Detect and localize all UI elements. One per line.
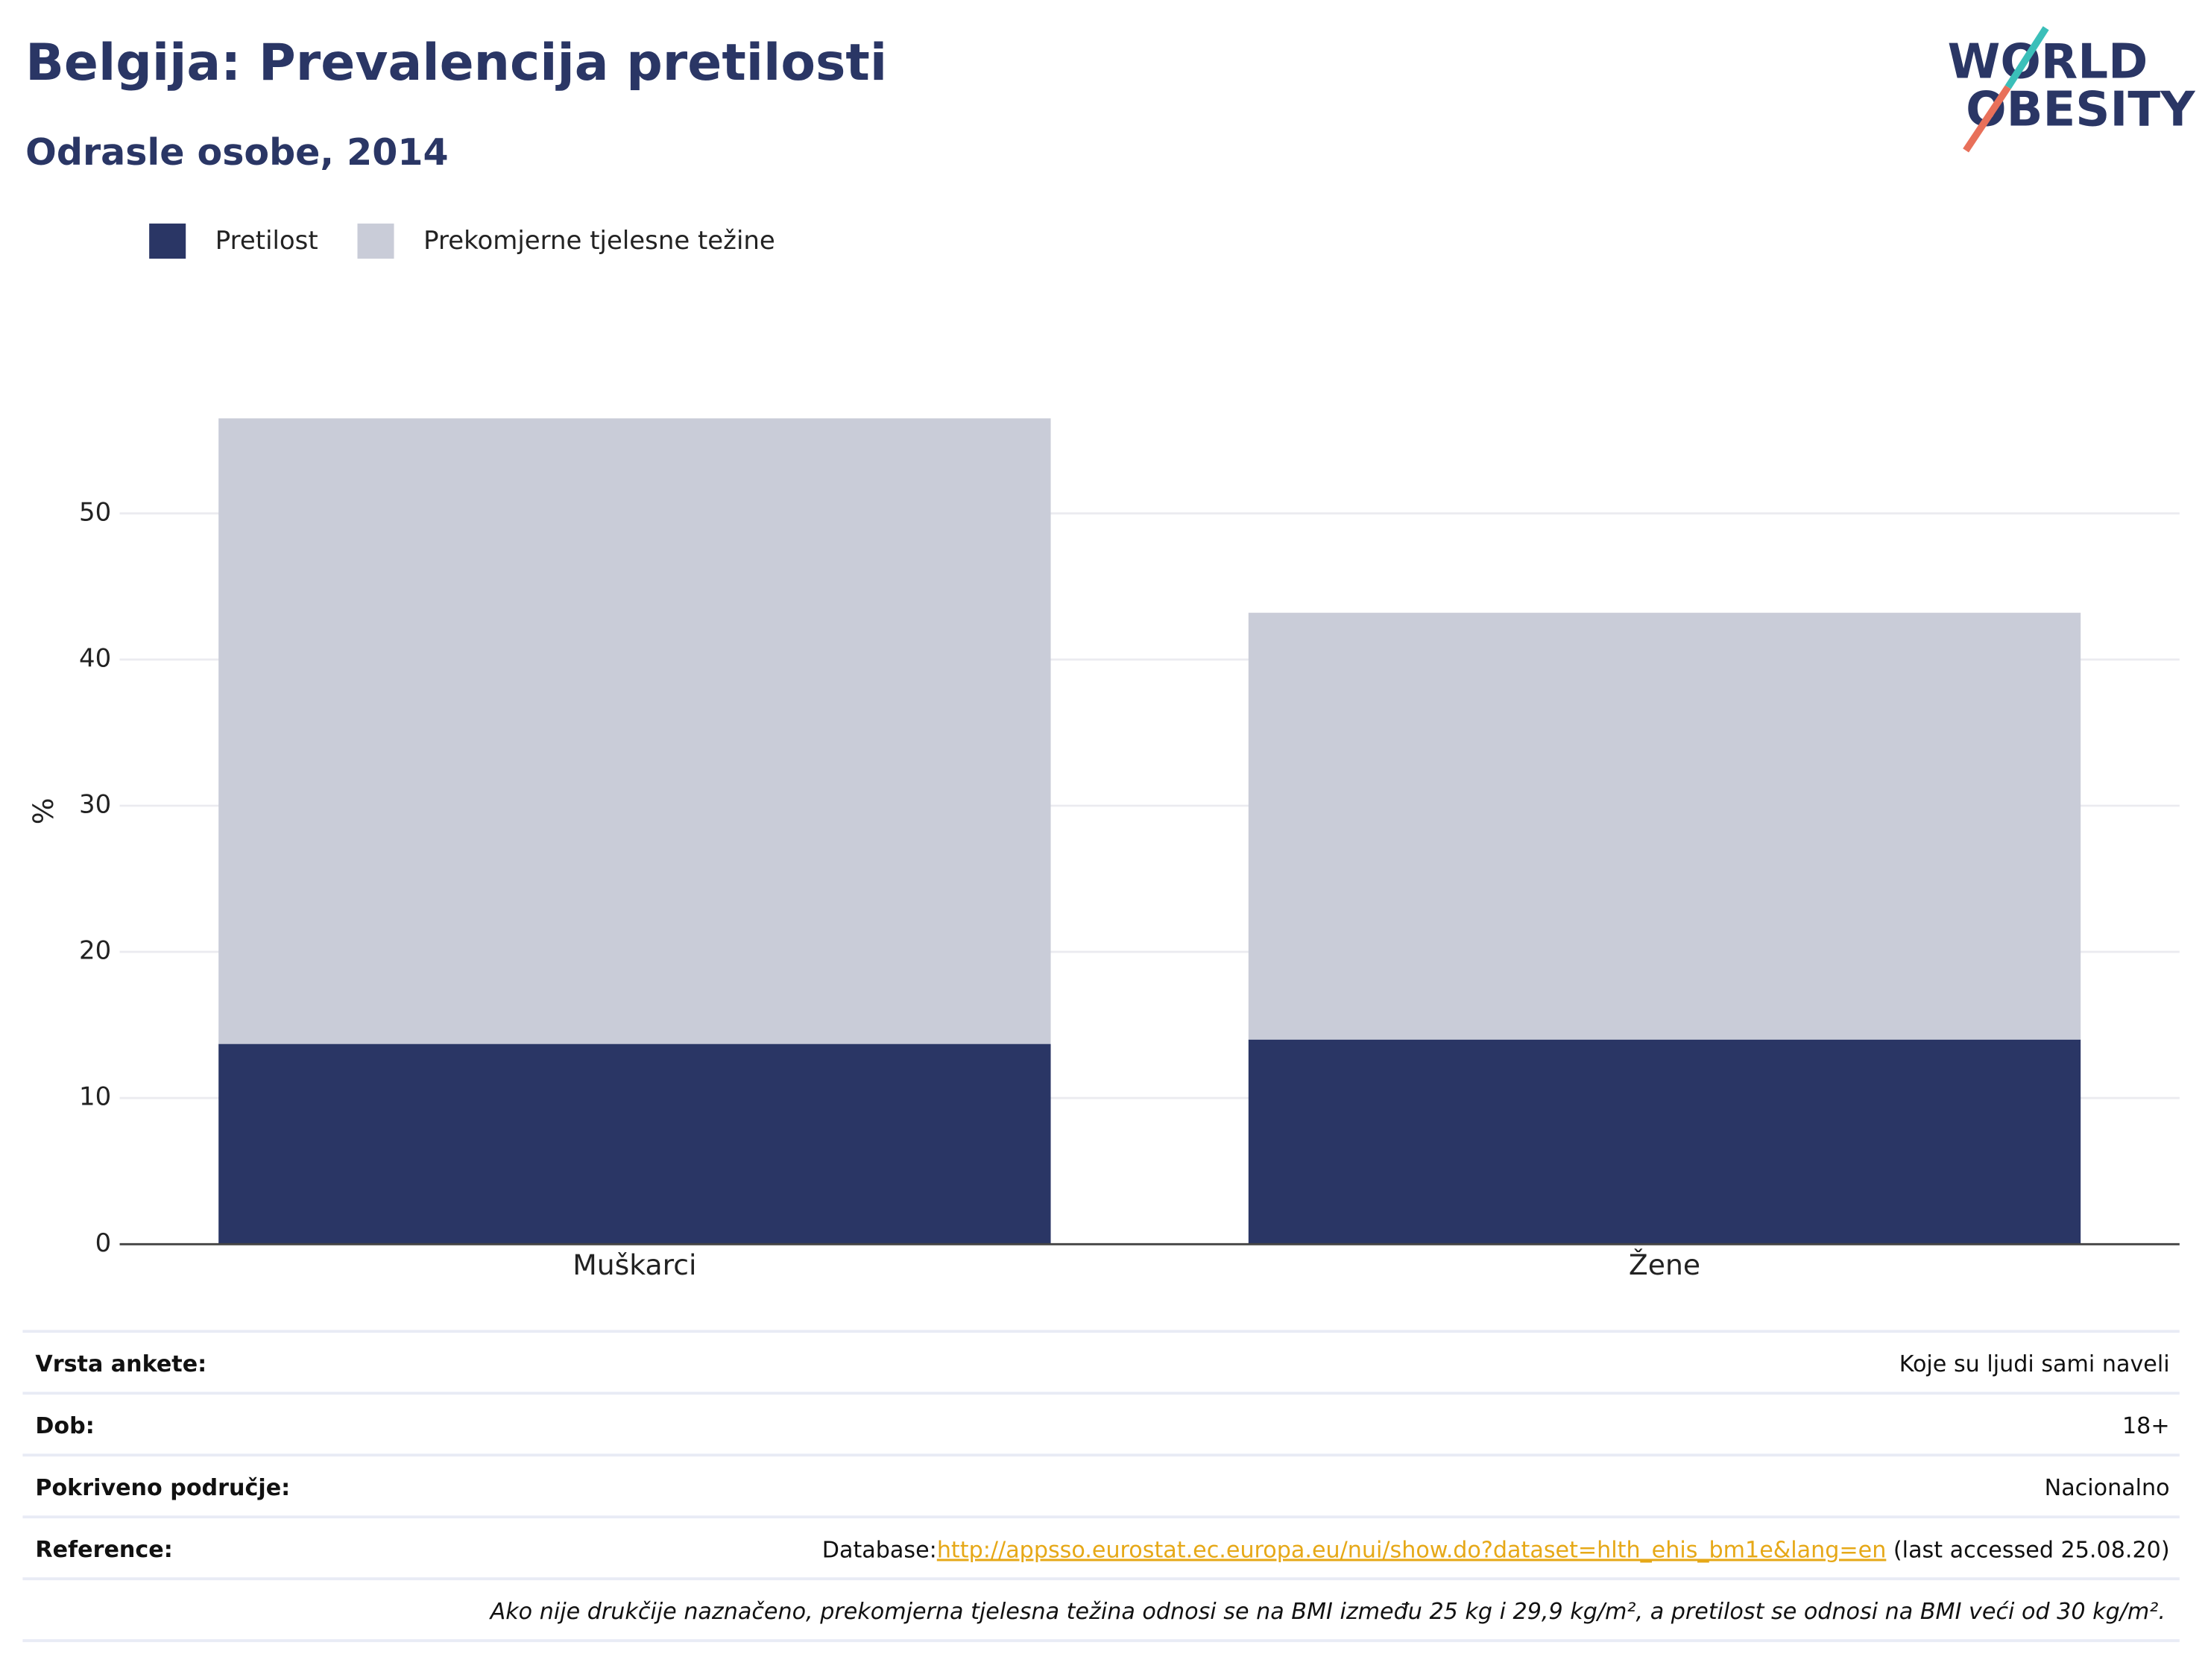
legend-swatch [357,223,394,259]
x-tick-label: Muškarci [572,1248,696,1281]
logo: WORLD OBESITY [1948,26,2196,153]
reference-link[interactable]: http://appsso.eurostat.ec.europa.eu/nui/… [937,1537,1887,1563]
row-value: Database:http://appsso.eurostat.ec.europ… [822,1537,2170,1563]
legend-swatch [149,223,186,259]
y-tick-label: 30 [79,789,111,819]
y-tick-label: 10 [79,1082,111,1112]
chart-subtitle: Odrasle osobe, 2014 [25,130,448,174]
bar-segment [218,418,1051,1044]
y-tick-label: 50 [79,497,111,527]
footnote: Ako nije drukčije naznačeno, prekomjerna… [489,1599,2165,1625]
row-label: Dob: [35,1413,94,1439]
row-label: Vrsta ankete: [35,1351,206,1377]
y-tick-label: 20 [79,936,111,966]
y-tick-label: 0 [95,1228,112,1258]
legend-label: Prekomjerne tjelesne težine [423,226,775,256]
y-tick-label: 40 [79,643,111,673]
logo-stroke [2004,26,2049,89]
row-value: Koje su ljudi sami naveli [1899,1351,2170,1377]
row-value: Nacionalno [2045,1475,2170,1501]
reference-suffix: (last accessed 25.08.20) [1886,1537,2169,1563]
row-label: Reference: [35,1537,172,1563]
y-axis-label: % [27,798,60,824]
bar-segment [1248,1039,2081,1245]
logo-text: WORLD [1948,34,2148,89]
bar-segment [1248,613,2081,1040]
row-value: 18+ [2122,1413,2170,1439]
chart-title: Belgija: Prevalencija pretilosti [25,34,887,92]
logo-stroke [1963,85,2011,153]
row-label: Pokriveno područje: [35,1475,290,1501]
bar-segment [218,1043,1051,1245]
info-table: Vrsta ankete: Koje su ljudi sami naveli Do… [22,1330,2180,1643]
reference-prefix: Database: [822,1537,937,1563]
legend-label: Pretilost [215,226,318,256]
logo-text: OBESITY [1966,81,2196,137]
x-tick-label: Žene [1629,1248,1700,1281]
